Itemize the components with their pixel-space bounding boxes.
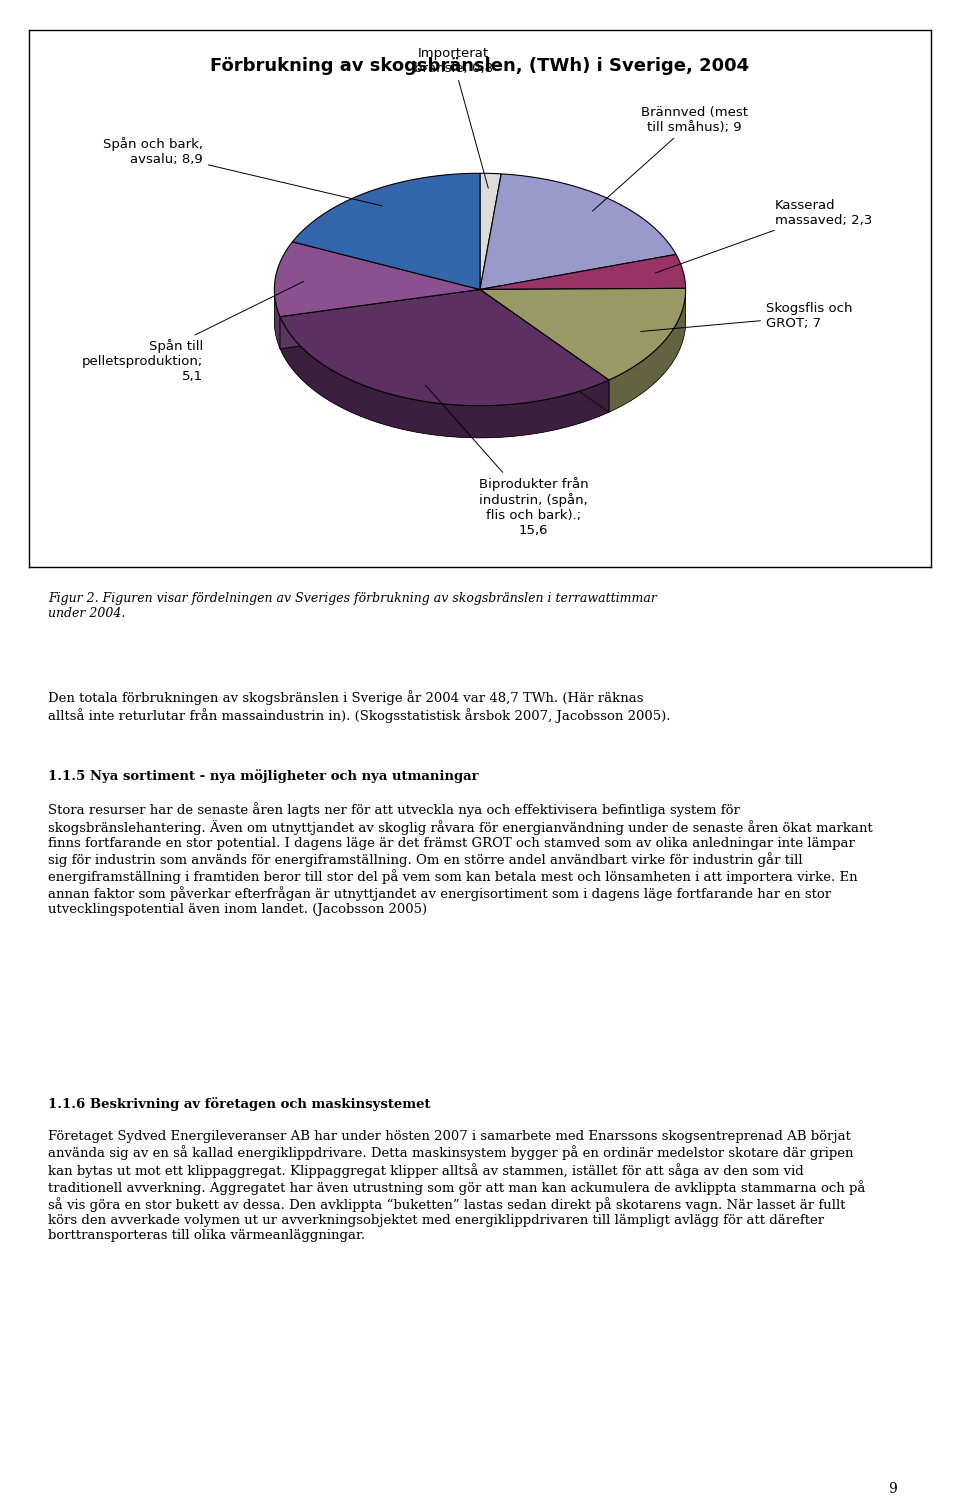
Polygon shape [480, 289, 685, 381]
Polygon shape [280, 317, 609, 438]
Polygon shape [480, 174, 676, 290]
Text: Stora resurser har de senaste åren lagts ner för att utveckla nya och effektivis: Stora resurser har de senaste åren lagts… [48, 802, 873, 916]
Text: Skogsflis och
GROT; 7: Skogsflis och GROT; 7 [640, 302, 852, 331]
Text: Företaget Sydved Energileveranser AB har under hösten 2007 i samarbete med Enars: Företaget Sydved Energileveranser AB har… [48, 1130, 865, 1242]
Text: 9: 9 [888, 1482, 898, 1496]
Polygon shape [293, 174, 480, 290]
Polygon shape [480, 290, 609, 413]
Polygon shape [480, 290, 609, 413]
Text: Figur 2. Figuren visar fördelningen av Sveriges förbrukning av skogsbränslen i t: Figur 2. Figuren visar fördelningen av S… [48, 592, 657, 621]
Text: Förbrukning av skogsbränslen, (TWh) i Sverige, 2004: Förbrukning av skogsbränslen, (TWh) i Sv… [210, 57, 750, 76]
Text: Kasserad
massaved; 2,3: Kasserad massaved; 2,3 [656, 198, 873, 273]
Text: Spån till
pelletsproduktion;
5,1: Spån till pelletsproduktion; 5,1 [82, 281, 303, 382]
Text: Biprodukter från
industrin, (spån,
flis och bark).;
15,6: Biprodukter från industrin, (spån, flis … [425, 385, 588, 538]
Text: Importerat
bränsle; 0,8: Importerat bränsle; 0,8 [414, 47, 492, 189]
Text: 1.1.6 Beskrivning av företagen och maskinsystemet: 1.1.6 Beskrivning av företagen och maski… [48, 1097, 430, 1111]
Polygon shape [275, 242, 480, 317]
Polygon shape [280, 290, 480, 349]
Text: 1.1.5 Nya sortiment - nya möjligheter och nya utmaningar: 1.1.5 Nya sortiment - nya möjligheter oc… [48, 769, 479, 783]
Polygon shape [480, 174, 501, 290]
Polygon shape [280, 290, 480, 349]
Polygon shape [280, 317, 609, 438]
Polygon shape [480, 254, 685, 290]
Text: Spån och bark,
avsalu; 8,9: Spån och bark, avsalu; 8,9 [103, 138, 382, 205]
Polygon shape [609, 290, 685, 413]
Text: Brännved (mest
till småhus); 9: Brännved (mest till småhus); 9 [592, 106, 748, 212]
Text: Den totala förbrukningen av skogsbränslen i Sverige år 2004 var 48,7 TWh. (Här r: Den totala förbrukningen av skogsbränsle… [48, 691, 670, 722]
Polygon shape [609, 290, 685, 413]
Polygon shape [280, 290, 609, 405]
Polygon shape [275, 290, 280, 349]
Polygon shape [275, 290, 280, 349]
